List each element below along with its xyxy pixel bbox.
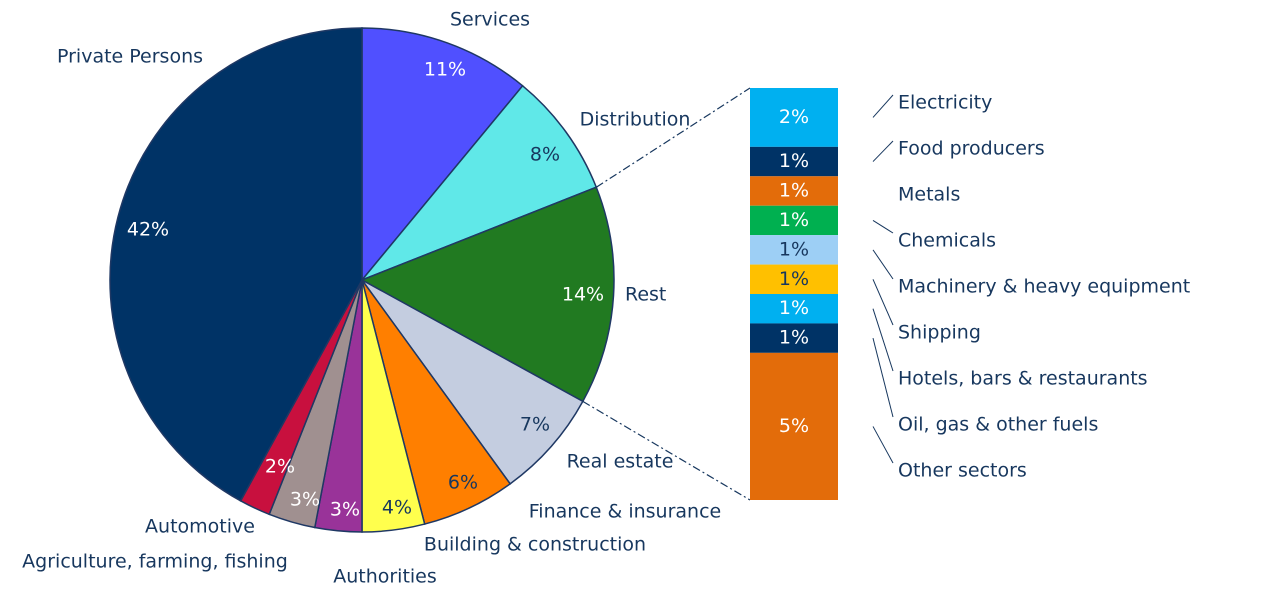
category-label: Electricity bbox=[898, 92, 992, 114]
category-label: Chemicals bbox=[898, 230, 996, 252]
slice-label: 4% bbox=[382, 497, 412, 519]
category-label: Machinery & heavy equipment bbox=[898, 276, 1190, 298]
segment-label: 1% bbox=[779, 238, 809, 260]
segment-label: 1% bbox=[779, 209, 809, 231]
slice-label: 11% bbox=[424, 59, 466, 81]
category-label: Authorities bbox=[333, 566, 437, 588]
leader-line bbox=[872, 426, 894, 464]
bar-segment bbox=[750, 352, 838, 500]
slice-label: 8% bbox=[530, 144, 560, 166]
segment-label: 1% bbox=[779, 150, 809, 172]
pie-slice bbox=[361, 27, 524, 283]
slice-label: 3% bbox=[330, 499, 360, 521]
segment-label: 2% bbox=[779, 106, 809, 128]
category-label: Hotels, bars & restaurants bbox=[898, 368, 1148, 390]
segment-label: 1% bbox=[779, 180, 809, 202]
bar-segment bbox=[750, 88, 838, 147]
leader-line bbox=[872, 308, 894, 372]
slice-label: 14% bbox=[562, 284, 604, 306]
category-label: Other sectors bbox=[898, 460, 1027, 482]
leader-line bbox=[872, 249, 894, 280]
leader-line bbox=[872, 279, 894, 326]
category-label: Private Persons bbox=[57, 46, 203, 68]
pie-slice bbox=[361, 84, 598, 281]
bar-segment bbox=[750, 235, 838, 265]
category-label: Shipping bbox=[898, 322, 981, 344]
pie-slice bbox=[360, 186, 615, 403]
leader-line bbox=[872, 140, 894, 162]
segment-label: 1% bbox=[779, 268, 809, 290]
category-label: Distribution bbox=[580, 109, 691, 131]
bar-segment bbox=[750, 264, 838, 294]
bar-segment bbox=[750, 176, 838, 206]
segment-label: 1% bbox=[779, 297, 809, 319]
category-label: Agriculture, farming, fishing bbox=[22, 551, 288, 573]
slice-label: 2% bbox=[265, 456, 295, 478]
pie-slice bbox=[361, 279, 584, 485]
slice-label: 6% bbox=[448, 472, 478, 494]
slice-label: 3% bbox=[290, 489, 320, 511]
leader-line bbox=[872, 94, 894, 118]
bar-segment bbox=[750, 294, 838, 324]
category-label: Building & construction bbox=[424, 534, 646, 556]
category-label: Oil, gas & other fuels bbox=[898, 414, 1098, 436]
leader-line bbox=[872, 220, 894, 234]
category-label: Food producers bbox=[898, 138, 1045, 160]
segment-label: 1% bbox=[779, 327, 809, 349]
category-label: Automotive bbox=[145, 516, 255, 538]
category-label: Metals bbox=[898, 184, 960, 206]
bar-segment bbox=[750, 323, 838, 353]
segment-label: 5% bbox=[779, 415, 809, 437]
connector bbox=[595, 87, 751, 188]
bar-segment bbox=[750, 205, 838, 236]
category-label: Finance & insurance bbox=[529, 501, 721, 523]
bar-segment bbox=[750, 146, 838, 177]
category-label: Services bbox=[450, 9, 530, 31]
slice-label: 42% bbox=[127, 219, 169, 241]
slice-label: 7% bbox=[520, 414, 550, 436]
category-label: Rest bbox=[625, 284, 666, 306]
pie-slice bbox=[109, 27, 363, 502]
connector bbox=[582, 400, 751, 501]
leader-line bbox=[872, 338, 894, 418]
category-label: Real estate bbox=[567, 451, 674, 473]
